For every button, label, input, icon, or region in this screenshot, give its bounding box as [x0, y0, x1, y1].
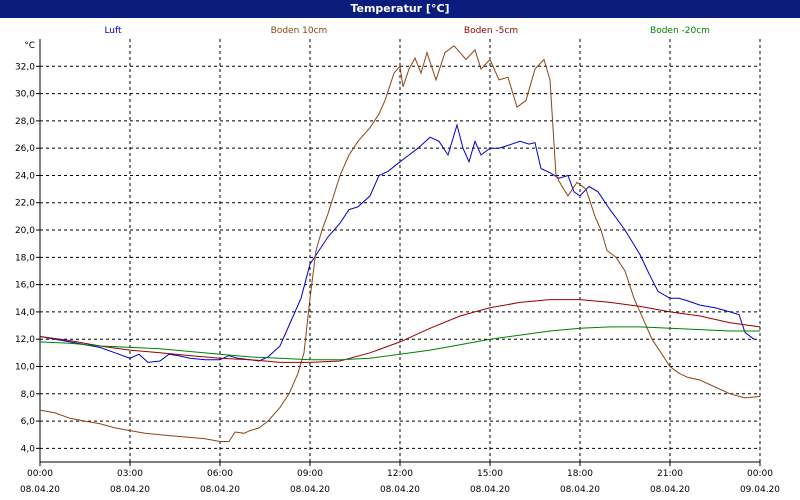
- x-tick-date-label: 08.04.20: [470, 485, 510, 495]
- x-tick-date-label: 08.04.20: [20, 485, 60, 495]
- legend-entry: Boden 10cm: [271, 26, 328, 36]
- x-tick-time-label: 09:00: [297, 469, 323, 479]
- x-tick-time-label: 03:00: [117, 469, 143, 479]
- chart-title: Temperatur [°C]: [0, 0, 800, 18]
- x-tick-time-label: 18:00: [567, 469, 593, 479]
- y-tick-label: 14,0: [15, 308, 35, 318]
- series-line-boden-5cm: [39, 299, 761, 363]
- y-tick-label: 30,0: [15, 90, 35, 100]
- series-line-luft: [39, 123, 755, 363]
- x-tick-time-label: 06:00: [207, 469, 233, 479]
- x-tick-time-label: 00:00: [27, 469, 53, 479]
- x-tick-date-label: 09.04.20: [740, 485, 780, 495]
- legend: Luft Boden 10cm Boden -5cm Boden -20cm: [104, 26, 710, 36]
- y-tick-label: 28,0: [15, 117, 35, 127]
- series-line-boden-10cm: [39, 45, 761, 442]
- axis-frame: [36, 39, 761, 466]
- x-tick-date-label: 08.04.20: [650, 485, 690, 495]
- x-tick-date-label: 08.04.20: [200, 485, 240, 495]
- y-tick-label: 24,0: [15, 171, 35, 181]
- y-tick-label: 32,0: [15, 62, 35, 72]
- y-tick-label: 10,0: [15, 362, 35, 372]
- x-tick-date-label: 08.04.20: [560, 485, 600, 495]
- x-tick-date-label: 08.04.20: [380, 485, 420, 495]
- legend-entry: Boden -20cm: [650, 26, 710, 36]
- x-tick-date-label: 08.04.20: [110, 485, 150, 495]
- y-tick-label: 20,0: [15, 226, 35, 236]
- y-tick-label: 26,0: [15, 144, 35, 154]
- legend-entry: Luft: [104, 26, 122, 36]
- temperature-chart: 4,0 6,0 8,0 10,0 12,0 14,0 16,0 18,0 20,0 22,0 24,…: [0, 18, 800, 500]
- y-tick-label: 22,0: [15, 199, 35, 209]
- grid-lines: [39, 39, 761, 462]
- series-line-boden-20cm: [39, 326, 760, 361]
- x-tick-time-label: 12:00: [387, 469, 413, 479]
- y-tick-label: 8,0: [21, 390, 36, 400]
- y-axis-unit-label: °C: [24, 41, 35, 51]
- x-tick-time-label: 21:00: [657, 469, 683, 479]
- series-lines: [39, 45, 761, 442]
- y-tick-label: 16,0: [15, 281, 35, 291]
- y-tick-label: 18,0: [15, 253, 35, 263]
- y-tick-label: 4,0: [21, 444, 36, 454]
- legend-entry: Boden -5cm: [464, 26, 518, 36]
- x-tick-time-label: 00:00: [747, 469, 773, 479]
- x-tick-time-label: 15:00: [477, 469, 503, 479]
- x-tick-date-label: 08.04.20: [290, 485, 330, 495]
- tick-labels: 4,0 6,0 8,0 10,0 12,0 14,0 16,0 18,0 20,0 22,0 24,…: [15, 41, 780, 495]
- y-tick-label: 6,0: [21, 417, 36, 427]
- y-tick-label: 12,0: [15, 335, 35, 345]
